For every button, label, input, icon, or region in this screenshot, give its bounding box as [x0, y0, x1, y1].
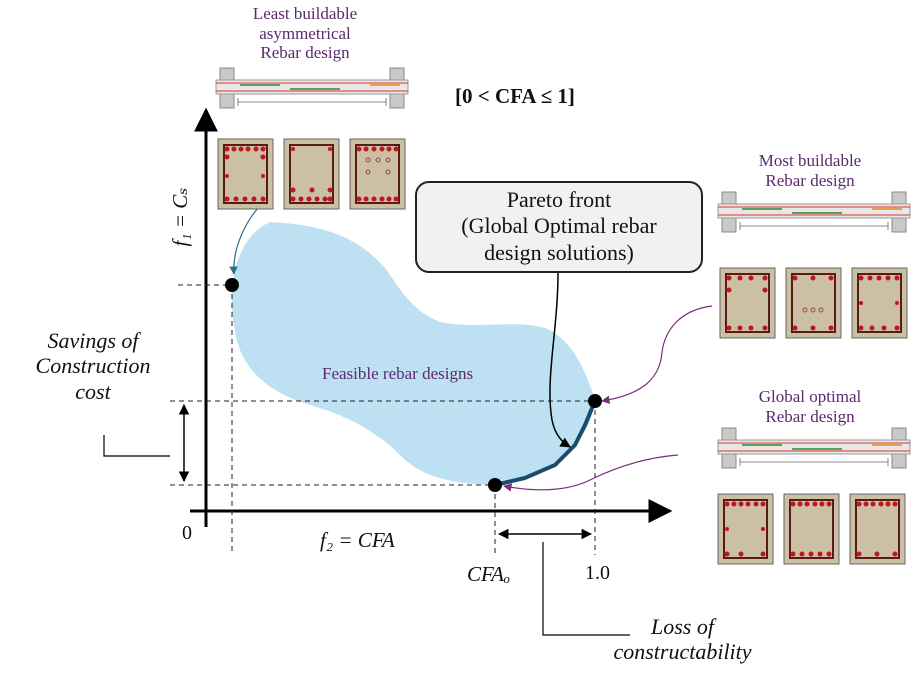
- x-axis-label: f₂ = CFA: [320, 528, 395, 552]
- least-buildable-label: Least buildable asymmetrical Rebar desig…: [252, 4, 358, 63]
- most-buildable-arrow: [601, 305, 713, 404]
- least-buildable-sections: [217, 138, 406, 210]
- feasible-region-label: Feasible rebar designs: [322, 364, 474, 383]
- global-optimal-arrow: [503, 454, 679, 492]
- pareto-front-line: [494, 400, 597, 487]
- loss-label: Loss of constructability: [613, 614, 752, 665]
- cfa-o-label: CFAₒ: [467, 562, 510, 586]
- most-buildable-beam: [717, 191, 911, 233]
- y-axis-label: f₁ = Cₛ: [167, 187, 192, 247]
- global-optimal-label: Global optimal Rebar design: [758, 387, 862, 426]
- least-buildable-beam: [215, 67, 409, 109]
- least-buildable-point: [225, 278, 239, 292]
- savings-label: Savings of Construction cost: [35, 328, 151, 404]
- global-optimal-point: [488, 478, 502, 492]
- pareto-front-callout: Pareto front (Global Optimal rebar desig…: [415, 181, 703, 273]
- cfa-range-label: [0 < CFA ≤ 1]: [455, 84, 575, 108]
- global-optimal-sections: [717, 493, 906, 565]
- most-buildable-label: Most buildable Rebar design: [758, 151, 862, 190]
- origin-label: 0: [182, 522, 192, 544]
- feasible-region: [231, 222, 595, 485]
- most-buildable-point: [588, 394, 602, 408]
- one-label: 1.0: [585, 562, 610, 584]
- most-buildable-sections: [719, 267, 908, 339]
- global-optimal-beam: [717, 427, 911, 469]
